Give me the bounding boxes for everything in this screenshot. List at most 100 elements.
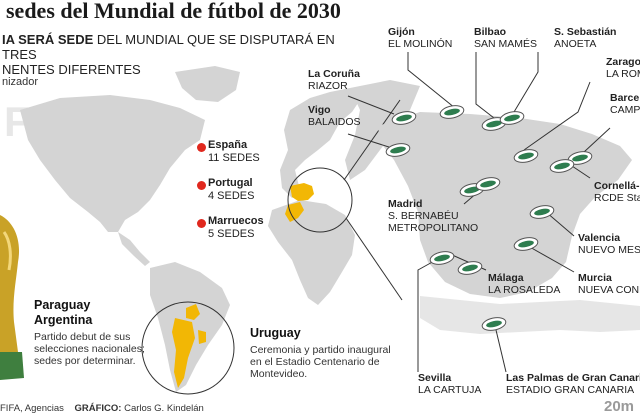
- uruguay-desc: Ceremonia y partido inaugural en el Esta…: [250, 344, 391, 380]
- greenland: [175, 66, 240, 102]
- trophy-base: [0, 352, 24, 380]
- city-murcia: Murcia: [578, 272, 612, 284]
- morocco-marker: [197, 219, 206, 228]
- city-laspalmas: Las Palmas de Gran Canaria: [506, 372, 640, 384]
- host-spain-name: España: [208, 139, 248, 151]
- label-malaga: Málaga LA ROSALEDA: [488, 272, 560, 296]
- subtitle-line2: NENTES DIFERENTES: [2, 62, 141, 77]
- line-gijon: [407, 52, 456, 109]
- portugal-marker: [197, 181, 206, 190]
- line-valencia: [545, 211, 575, 237]
- label-sansebastian: S. Sebastián ANOETA: [554, 26, 616, 50]
- stadium-icon-malaga: [457, 261, 483, 275]
- stadium-icon-valencia: [529, 205, 555, 219]
- stadium-icon-sevilla: [429, 251, 455, 265]
- uruguay-label: Uruguay: [250, 326, 301, 340]
- city-sansebastian: S. Sebastián: [554, 26, 617, 38]
- stadium-icon-cornella: [549, 159, 575, 173]
- label-gijon: Gijón EL MOLINÓN: [388, 26, 452, 50]
- line-cornella: [571, 165, 591, 179]
- line-barcelona: [583, 127, 611, 153]
- stadium-madrid-2: METROPOLITANO: [388, 222, 479, 234]
- uruguay-note: Uruguay Ceremonia y partido inaugural en…: [250, 326, 400, 380]
- city-cornella: Cornellá-El Prat: [594, 180, 640, 192]
- stadium-icon-coruna: [391, 111, 417, 125]
- host-morocco-name: Marruecos: [208, 215, 264, 227]
- stadium-murcia: NUEVA CONDOMINA: [578, 284, 640, 296]
- stadium-icon-vigo: [385, 143, 411, 157]
- stadium-valencia: NUEVO MESTALLA: [578, 244, 640, 256]
- stadium-bilbao: SAN MAMÉS: [474, 38, 538, 50]
- line-murcia: [527, 245, 575, 273]
- label-valencia: Valencia NUEVO MESTALLA: [578, 232, 640, 256]
- footer-author: Carlos G. Kindelán: [124, 403, 204, 414]
- city-zaragoza: Zaragoza: [606, 56, 640, 68]
- stadium-icon-madrid-2: [475, 177, 501, 191]
- north-america: [20, 95, 205, 232]
- stadium-icon-zaragoza: [513, 149, 539, 163]
- zoom-circle-south-america: [141, 301, 235, 395]
- line-zaragoza: [523, 81, 591, 151]
- subtitle: IA SERÁ SEDE DEL MUNDIAL QUE SE DISPUTAR…: [2, 32, 372, 77]
- stadium-icon-sansebastian: [499, 111, 525, 125]
- city-valencia: Valencia: [578, 232, 621, 244]
- label-laspalmas: Las Palmas de Gran Canaria ESTADIO GRAN …: [506, 372, 640, 396]
- label-coruna: La Coruña RIAZOR: [308, 68, 360, 92]
- subtitle-rest: DEL MUNDIAL QUE SE DISPUTARÁ EN TRES: [2, 32, 335, 62]
- subtitle-bold: IA SERÁ SEDE: [2, 32, 94, 47]
- stadium-icon-laspalmas: [481, 317, 507, 331]
- line-sansebastian: [513, 52, 539, 113]
- footer-credits: FIFA, Agencias GRÁFICO: Carlos G. Kindel…: [0, 403, 204, 414]
- argentina-highlight: [172, 318, 195, 388]
- north-africa-detail: [420, 296, 640, 334]
- host-portugal-name: Portugal: [208, 177, 253, 189]
- label-cornella: Cornellá-El Prat RCDE Stadium: [594, 180, 640, 204]
- stadium-madrid-1: S. BERNABÉU: [388, 210, 459, 222]
- host-morocco-sedes: 5 SEDES: [208, 228, 255, 240]
- label-zaragoza: Zaragoza LA ROMAREDA: [606, 56, 640, 80]
- line-vigo: [347, 133, 393, 149]
- footer-grafico-label: GRÁFICO:: [74, 403, 122, 414]
- paraguay-highlight: [186, 304, 200, 320]
- world-cup-trophy-icon: [0, 215, 24, 380]
- label-sevilla: Sevilla LA CARTUJA: [418, 372, 481, 396]
- stadium-sansebastian: ANOETA: [554, 38, 597, 50]
- stadium-malaga: LA ROSALEDA: [488, 284, 561, 296]
- label-vigo: Vigo BALAIDOS: [308, 104, 361, 128]
- morocco-highlight: [285, 202, 304, 222]
- spain-portugal-highlight: [290, 183, 314, 201]
- page-title: sedes del Mundial de fútbol de 2030: [6, 0, 341, 23]
- line-sevilla: [417, 259, 437, 372]
- spain-marker: [197, 143, 206, 152]
- africa: [268, 200, 355, 305]
- line-laspalmas: [495, 329, 507, 373]
- argentina-label: Argentina: [34, 313, 93, 327]
- label-murcia: Murcia NUEVA CONDOMINA: [578, 272, 640, 296]
- city-madrid: Madrid: [388, 198, 423, 210]
- trophy-shine: [2, 231, 12, 271]
- stadium-sevilla: LA CARTUJA: [418, 384, 482, 396]
- city-malaga: Málaga: [488, 272, 524, 284]
- stadium-icon-barcelona: [567, 151, 593, 165]
- host-portugal-sedes: 4 SEDES: [208, 190, 255, 202]
- city-bilbao: Bilbao: [474, 26, 507, 38]
- paraguay-label: Paraguay: [34, 298, 91, 312]
- brand-logo: 20m: [604, 398, 635, 415]
- stadium-icons: [385, 105, 593, 331]
- city-vigo: Vigo: [308, 104, 331, 116]
- europe: [280, 88, 360, 198]
- city-sevilla: Sevilla: [418, 372, 452, 384]
- line-bilbao: [475, 52, 495, 119]
- zoom-line-top: [343, 99, 401, 181]
- stadium-cornella: RCDE Stadium: [594, 192, 640, 204]
- central-america: [118, 232, 150, 266]
- label-barcelona: Barcelona CAMP NOU: [610, 92, 640, 116]
- zoom-line-bottom: [345, 217, 403, 301]
- stadium-barcelona: CAMP NOU: [610, 104, 640, 116]
- city-gijon: Gijón: [388, 26, 415, 38]
- zoom-circle-iberia: [287, 167, 353, 233]
- stadium-vigo: BALAIDOS: [308, 116, 361, 128]
- host-spain-sedes: 11 SEDES: [208, 152, 260, 164]
- connector-lines: [347, 52, 611, 373]
